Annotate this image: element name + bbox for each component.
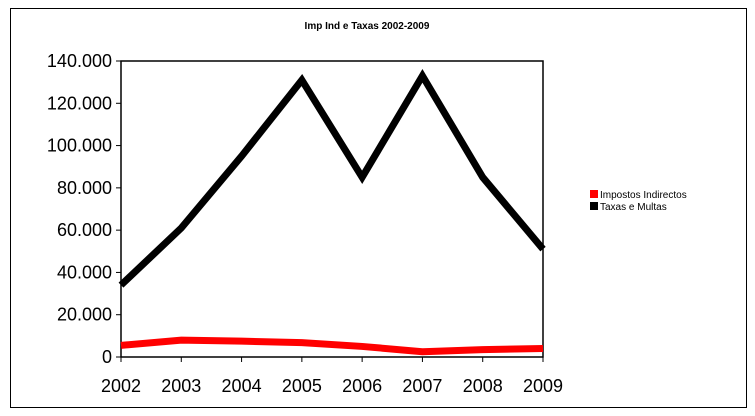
plot-area — [120, 60, 544, 358]
y-tick-label: 40.000 — [57, 262, 112, 282]
x-tick-label: 2009 — [523, 376, 563, 396]
x-tick-label: 2005 — [282, 376, 322, 396]
y-tick-label: 80.000 — [57, 178, 112, 198]
x-tick-label: 2006 — [342, 376, 382, 396]
x-tick-label: 2004 — [222, 376, 262, 396]
y-tick-label: 20.000 — [57, 305, 112, 325]
y-tick-label: 120.000 — [47, 93, 112, 113]
chart-frame — [10, 8, 747, 408]
legend-swatch — [590, 190, 598, 198]
axes: 0 20.000 40.000 60.000 80.000 100.000 120.000 1… — [47, 51, 563, 396]
chart-title: Imp Ind e Taxas 2002-2009 — [305, 21, 430, 32]
series-layer — [118, 68, 546, 356]
y-tick-label: 60.000 — [57, 220, 112, 240]
series-line — [118, 68, 546, 288]
legend-swatch — [590, 202, 598, 210]
legend-label: Impostos Indirectos — [600, 190, 687, 201]
series-line — [120, 336, 544, 356]
legend-label: Taxas e Multas — [600, 202, 667, 213]
x-tick-label: 2007 — [402, 376, 442, 396]
x-tick-label: 2002 — [101, 376, 141, 396]
y-tick-label: 100.000 — [47, 136, 112, 156]
y-tick-label: 0 — [102, 347, 112, 367]
y-tick-label: 140.000 — [47, 51, 112, 71]
x-tick-label: 2008 — [463, 376, 503, 396]
x-tick-label: 2003 — [161, 376, 201, 396]
